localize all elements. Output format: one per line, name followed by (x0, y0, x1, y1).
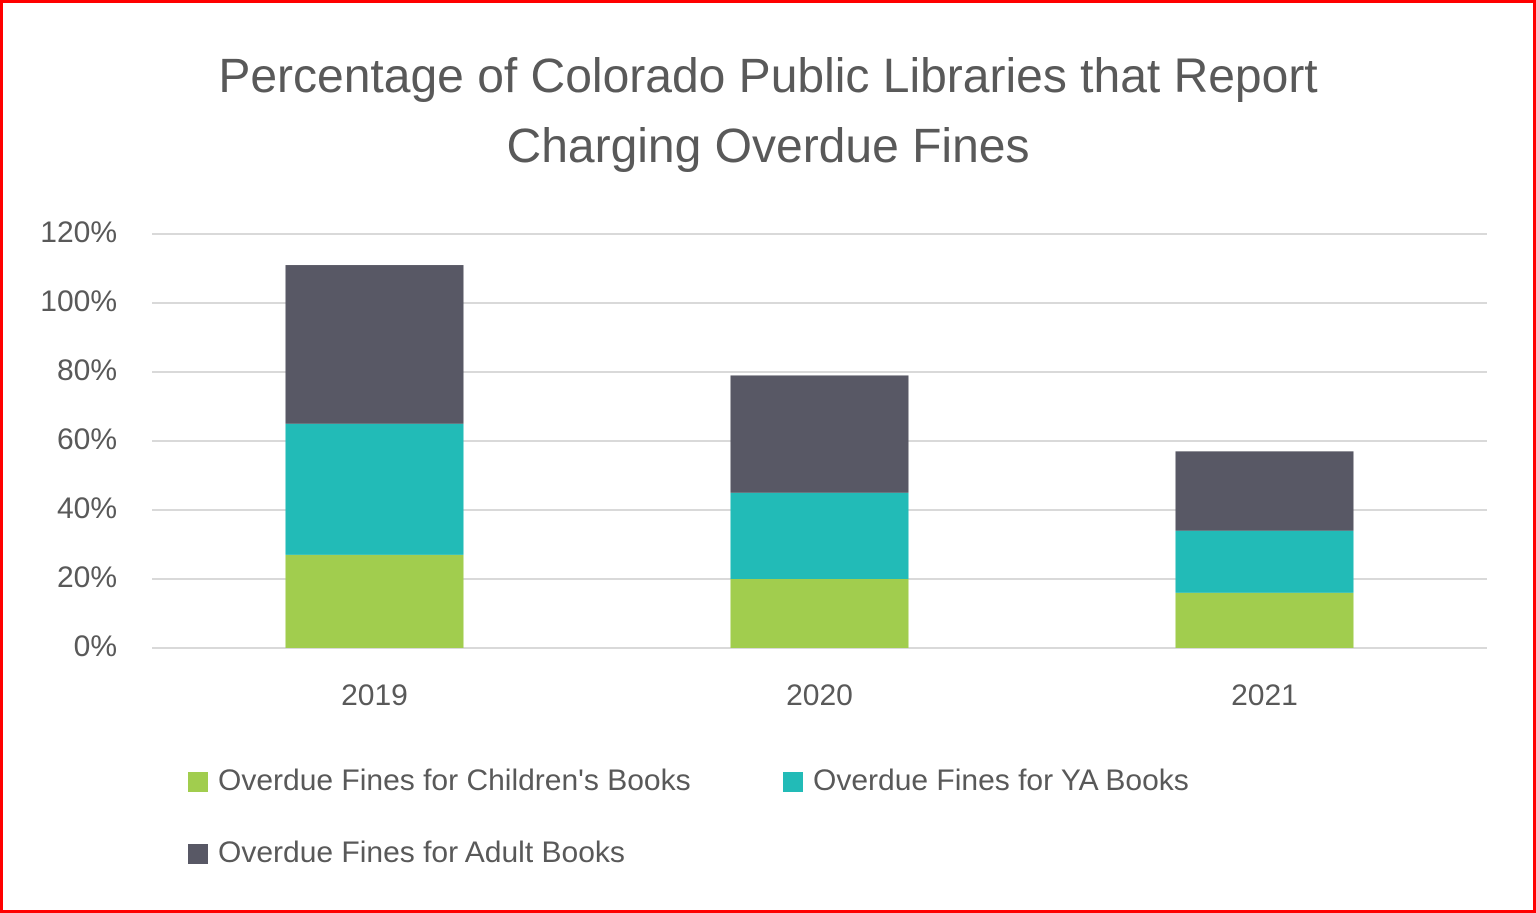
bar-segment (730, 375, 909, 493)
legend-swatch (188, 844, 208, 864)
bar-segment (285, 265, 464, 424)
x-tick-label: 2019 (341, 679, 408, 712)
legend-label: Overdue Fines for Children's Books (218, 764, 691, 797)
y-tick-label: 80% (57, 354, 117, 387)
y-tick-label: 60% (57, 423, 117, 456)
chart-title: Percentage of Colorado Public Libraries … (218, 50, 1318, 173)
legend-label: Overdue Fines for Adult Books (218, 836, 625, 869)
bar-segment (1175, 530, 1354, 593)
x-tick-label: 2021 (1231, 679, 1298, 712)
legend-swatch (783, 772, 803, 792)
x-tick-label: 2020 (786, 679, 853, 712)
bar-segment (730, 579, 909, 648)
y-tick-label: 100% (40, 285, 117, 318)
y-tick-label: 20% (57, 561, 117, 594)
bar-segment (1175, 592, 1354, 648)
bar-segment (285, 423, 464, 555)
legend-label: Overdue Fines for YA Books (813, 764, 1189, 797)
y-tick-label: 0% (74, 630, 117, 663)
y-tick-label: 120% (40, 216, 117, 249)
bar-segment (285, 554, 464, 648)
bar-segment (730, 492, 909, 579)
y-tick-label: 40% (57, 492, 117, 525)
bar-segment (1175, 451, 1354, 531)
legend-swatch (188, 772, 208, 792)
